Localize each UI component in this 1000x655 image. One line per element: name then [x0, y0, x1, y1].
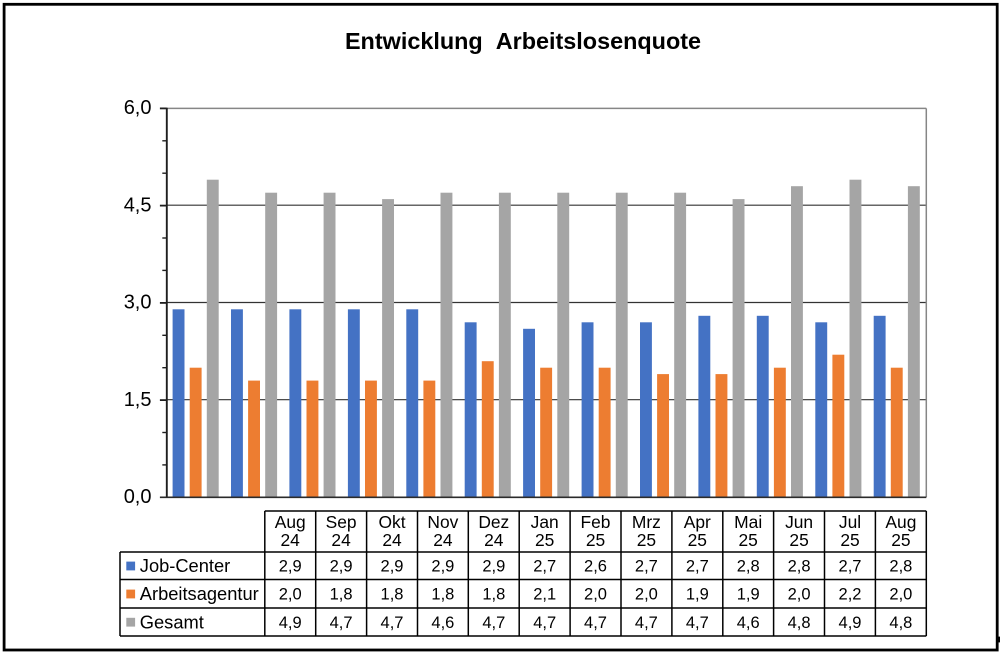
svg-text:2,0: 2,0 — [889, 586, 912, 604]
svg-text:24: 24 — [331, 530, 351, 550]
svg-text:25: 25 — [891, 530, 910, 550]
svg-text:4,6: 4,6 — [431, 614, 454, 632]
svg-text:2,8: 2,8 — [889, 558, 912, 576]
svg-text:1,5: 1,5 — [124, 389, 152, 411]
svg-text:4,7: 4,7 — [482, 614, 505, 632]
svg-text:4,7: 4,7 — [635, 614, 658, 632]
svg-text:24: 24 — [382, 530, 402, 550]
svg-text:Jan: Jan — [531, 512, 559, 532]
svg-text:24: 24 — [433, 530, 453, 550]
svg-text:2,7: 2,7 — [686, 558, 709, 576]
svg-text:2,9: 2,9 — [279, 558, 302, 576]
svg-text:2,0: 2,0 — [635, 586, 658, 604]
svg-text:Jul: Jul — [839, 512, 861, 532]
svg-text:Okt: Okt — [378, 512, 405, 532]
svg-text:25: 25 — [586, 530, 605, 550]
svg-text:25: 25 — [688, 530, 707, 550]
svg-text:Feb: Feb — [581, 512, 611, 532]
svg-text:4,5: 4,5 — [124, 194, 152, 216]
svg-text:4,8: 4,8 — [889, 614, 912, 632]
svg-text:4,8: 4,8 — [788, 614, 811, 632]
svg-text:Apr: Apr — [684, 512, 711, 532]
svg-text:2,6: 2,6 — [584, 558, 607, 576]
svg-text:25: 25 — [789, 530, 808, 550]
svg-text:4,9: 4,9 — [279, 614, 302, 632]
svg-text:2,7: 2,7 — [839, 558, 862, 576]
svg-text:1,8: 1,8 — [482, 586, 505, 604]
svg-text:3,0: 3,0 — [124, 292, 152, 314]
svg-text:25: 25 — [840, 530, 859, 550]
svg-text:Mrz: Mrz — [632, 512, 661, 532]
svg-text:2,9: 2,9 — [482, 558, 505, 576]
svg-text:1,8: 1,8 — [330, 586, 353, 604]
svg-text:Aug: Aug — [275, 512, 306, 532]
svg-text:2,8: 2,8 — [788, 558, 811, 576]
svg-text:2,2: 2,2 — [839, 586, 862, 604]
svg-text:Arbeitsagentur: Arbeitsagentur — [140, 583, 259, 604]
svg-text:Entwicklung Arbeitslosenquote: Entwicklung Arbeitslosenquote — [345, 28, 701, 54]
svg-text:Jun: Jun — [785, 512, 813, 532]
svg-text:2,9: 2,9 — [431, 558, 454, 576]
svg-text:6,0: 6,0 — [124, 97, 152, 119]
svg-text:Gesamt: Gesamt — [140, 611, 204, 632]
svg-text:Nov: Nov — [427, 512, 458, 532]
svg-text:4,7: 4,7 — [686, 614, 709, 632]
svg-text:2,1: 2,1 — [533, 586, 556, 604]
svg-text:24: 24 — [484, 530, 504, 550]
svg-text:1,9: 1,9 — [737, 586, 760, 604]
svg-text:4,7: 4,7 — [330, 614, 353, 632]
svg-text:2,7: 2,7 — [533, 558, 556, 576]
svg-text:1,9: 1,9 — [686, 586, 709, 604]
svg-text:Mai: Mai — [734, 512, 762, 532]
svg-text:2,0: 2,0 — [584, 586, 607, 604]
svg-text:1,8: 1,8 — [431, 586, 454, 604]
svg-text:2,7: 2,7 — [635, 558, 658, 576]
svg-text:2,9: 2,9 — [330, 558, 353, 576]
svg-text:24: 24 — [281, 530, 301, 550]
svg-text:4,7: 4,7 — [533, 614, 556, 632]
svg-text:2,8: 2,8 — [737, 558, 760, 576]
svg-text:4,7: 4,7 — [381, 614, 404, 632]
svg-text:25: 25 — [637, 530, 656, 550]
svg-text:Dez: Dez — [478, 512, 509, 532]
svg-text:1,8: 1,8 — [381, 586, 404, 604]
svg-text:4,7: 4,7 — [584, 614, 607, 632]
svg-text:2,0: 2,0 — [788, 586, 811, 604]
svg-text:4,9: 4,9 — [839, 614, 862, 632]
svg-text:25: 25 — [739, 530, 758, 550]
svg-text:0,0: 0,0 — [124, 486, 152, 508]
svg-text:4,6: 4,6 — [737, 614, 760, 632]
svg-text:Aug: Aug — [885, 512, 916, 532]
svg-text:2,0: 2,0 — [279, 586, 302, 604]
svg-text:Sep: Sep — [326, 512, 357, 532]
svg-text:25: 25 — [535, 530, 554, 550]
svg-text:2,9: 2,9 — [381, 558, 404, 576]
svg-text:Job-Center: Job-Center — [140, 555, 230, 576]
